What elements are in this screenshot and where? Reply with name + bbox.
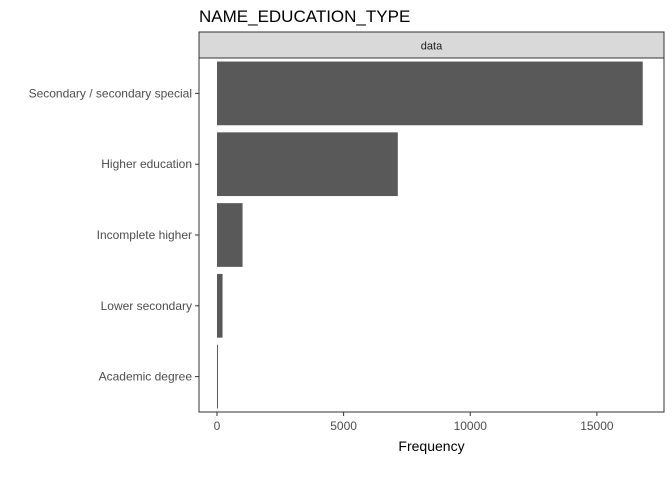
bar bbox=[216, 132, 398, 197]
x-axis-title: Frequency bbox=[398, 438, 464, 454]
x-axis: 0 5000 10000 15000 bbox=[214, 412, 614, 433]
facet-strip bbox=[198, 31, 665, 59]
bars-group bbox=[216, 61, 643, 409]
y-tick-label: Lower secondary bbox=[101, 299, 192, 313]
x-tick-label: 5000 bbox=[330, 419, 357, 433]
y-tick-label: Academic degree bbox=[99, 370, 193, 384]
x-tick-label: 10000 bbox=[454, 419, 488, 433]
chart-title: NAME_EDUCATION_TYPE bbox=[199, 7, 410, 26]
y-tick-label: Higher education bbox=[101, 157, 192, 171]
x-tick-label: 15000 bbox=[580, 419, 614, 433]
x-tick-label: 0 bbox=[214, 419, 221, 433]
bar bbox=[216, 203, 243, 267]
bar bbox=[216, 273, 223, 338]
y-tick-label: Secondary / secondary special bbox=[29, 86, 192, 100]
bar bbox=[216, 344, 218, 409]
y-tick-label: Incomplete higher bbox=[97, 228, 192, 242]
bar bbox=[216, 61, 643, 126]
facet-strip-label: data bbox=[421, 41, 443, 53]
y-axis: Secondary / secondary special Higher educ… bbox=[29, 86, 199, 384]
